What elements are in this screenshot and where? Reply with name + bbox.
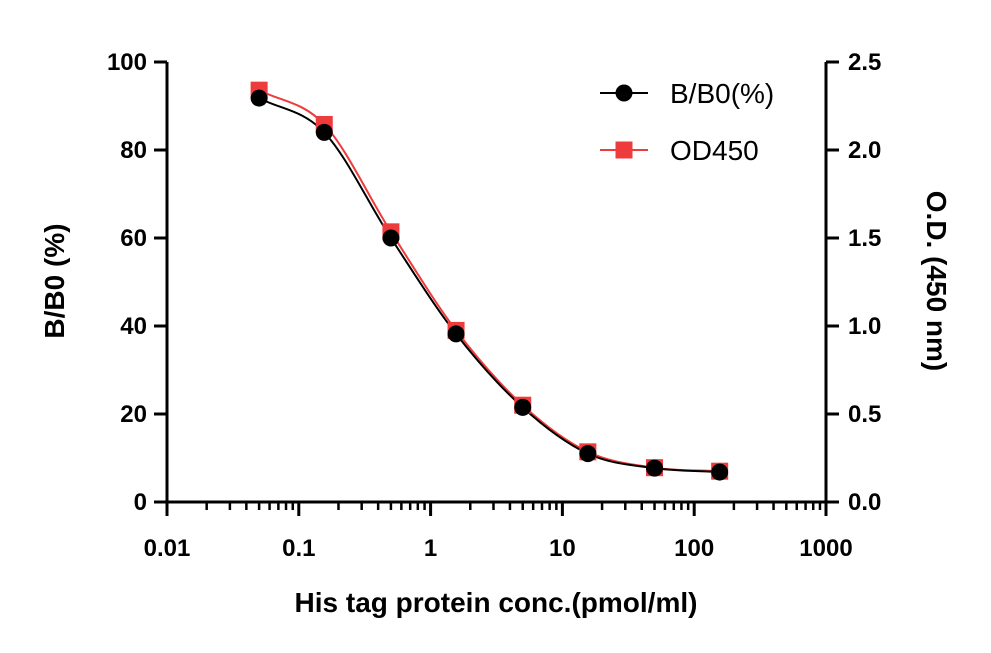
y2-axis-title: O.D. (450 nm) <box>921 191 952 371</box>
x-tick-label: 100 <box>674 535 714 562</box>
fit-curve-bb0 <box>258 97 720 474</box>
bb0-point <box>447 325 465 343</box>
y-tick-label: 60 <box>120 225 147 252</box>
y2-tick-label: 2.0 <box>848 137 881 164</box>
x-axis-title: His tag protein conc.(pmol/ml) <box>295 587 698 618</box>
x-tick-label: 0.01 <box>144 535 191 562</box>
fit-curve-od450 <box>258 89 720 473</box>
bb0-point <box>711 463 729 481</box>
y-tick-label: 20 <box>120 401 147 428</box>
x-tick-label: 10 <box>549 535 576 562</box>
y-axis-title: B/B0 (%) <box>39 223 70 338</box>
legend: B/B0(%) OD450 <box>600 78 774 166</box>
bb0-point <box>382 229 400 247</box>
y2-tick-label: 0.5 <box>848 401 881 428</box>
bb0-point <box>250 89 268 107</box>
bb0-point <box>514 398 532 416</box>
data-markers <box>250 81 729 481</box>
y2-tick-label: 1.0 <box>848 313 881 340</box>
x-tick-label: 1 <box>424 535 437 562</box>
x-tick-label: 1000 <box>799 535 852 562</box>
legend-label-bb0: B/B0(%) <box>670 78 774 109</box>
legend-marker-od450 <box>615 141 633 159</box>
y-tick-label: 80 <box>120 137 147 164</box>
y2-tick-label: 2.5 <box>848 49 881 76</box>
y2-tick-label: 1.5 <box>848 225 881 252</box>
y-tick-label: 40 <box>120 313 147 340</box>
legend-marker-bb0 <box>615 84 633 102</box>
y-tick-label: 0 <box>134 489 147 516</box>
bb0-point <box>315 123 333 141</box>
fit-curves <box>258 89 720 474</box>
y-tick-label: 100 <box>107 49 147 76</box>
y2-tick-label: 0.0 <box>848 489 881 516</box>
bb0-point <box>646 459 664 477</box>
legend-label-od450: OD450 <box>670 135 759 166</box>
axes: 0 20 40 60 80 100 0.0 0.5 1.0 1.5 2.0 2.5 0.01 0.1 1 10… <box>107 49 881 562</box>
x-tick-label: 0.1 <box>282 535 315 562</box>
bb0-point <box>579 445 597 463</box>
